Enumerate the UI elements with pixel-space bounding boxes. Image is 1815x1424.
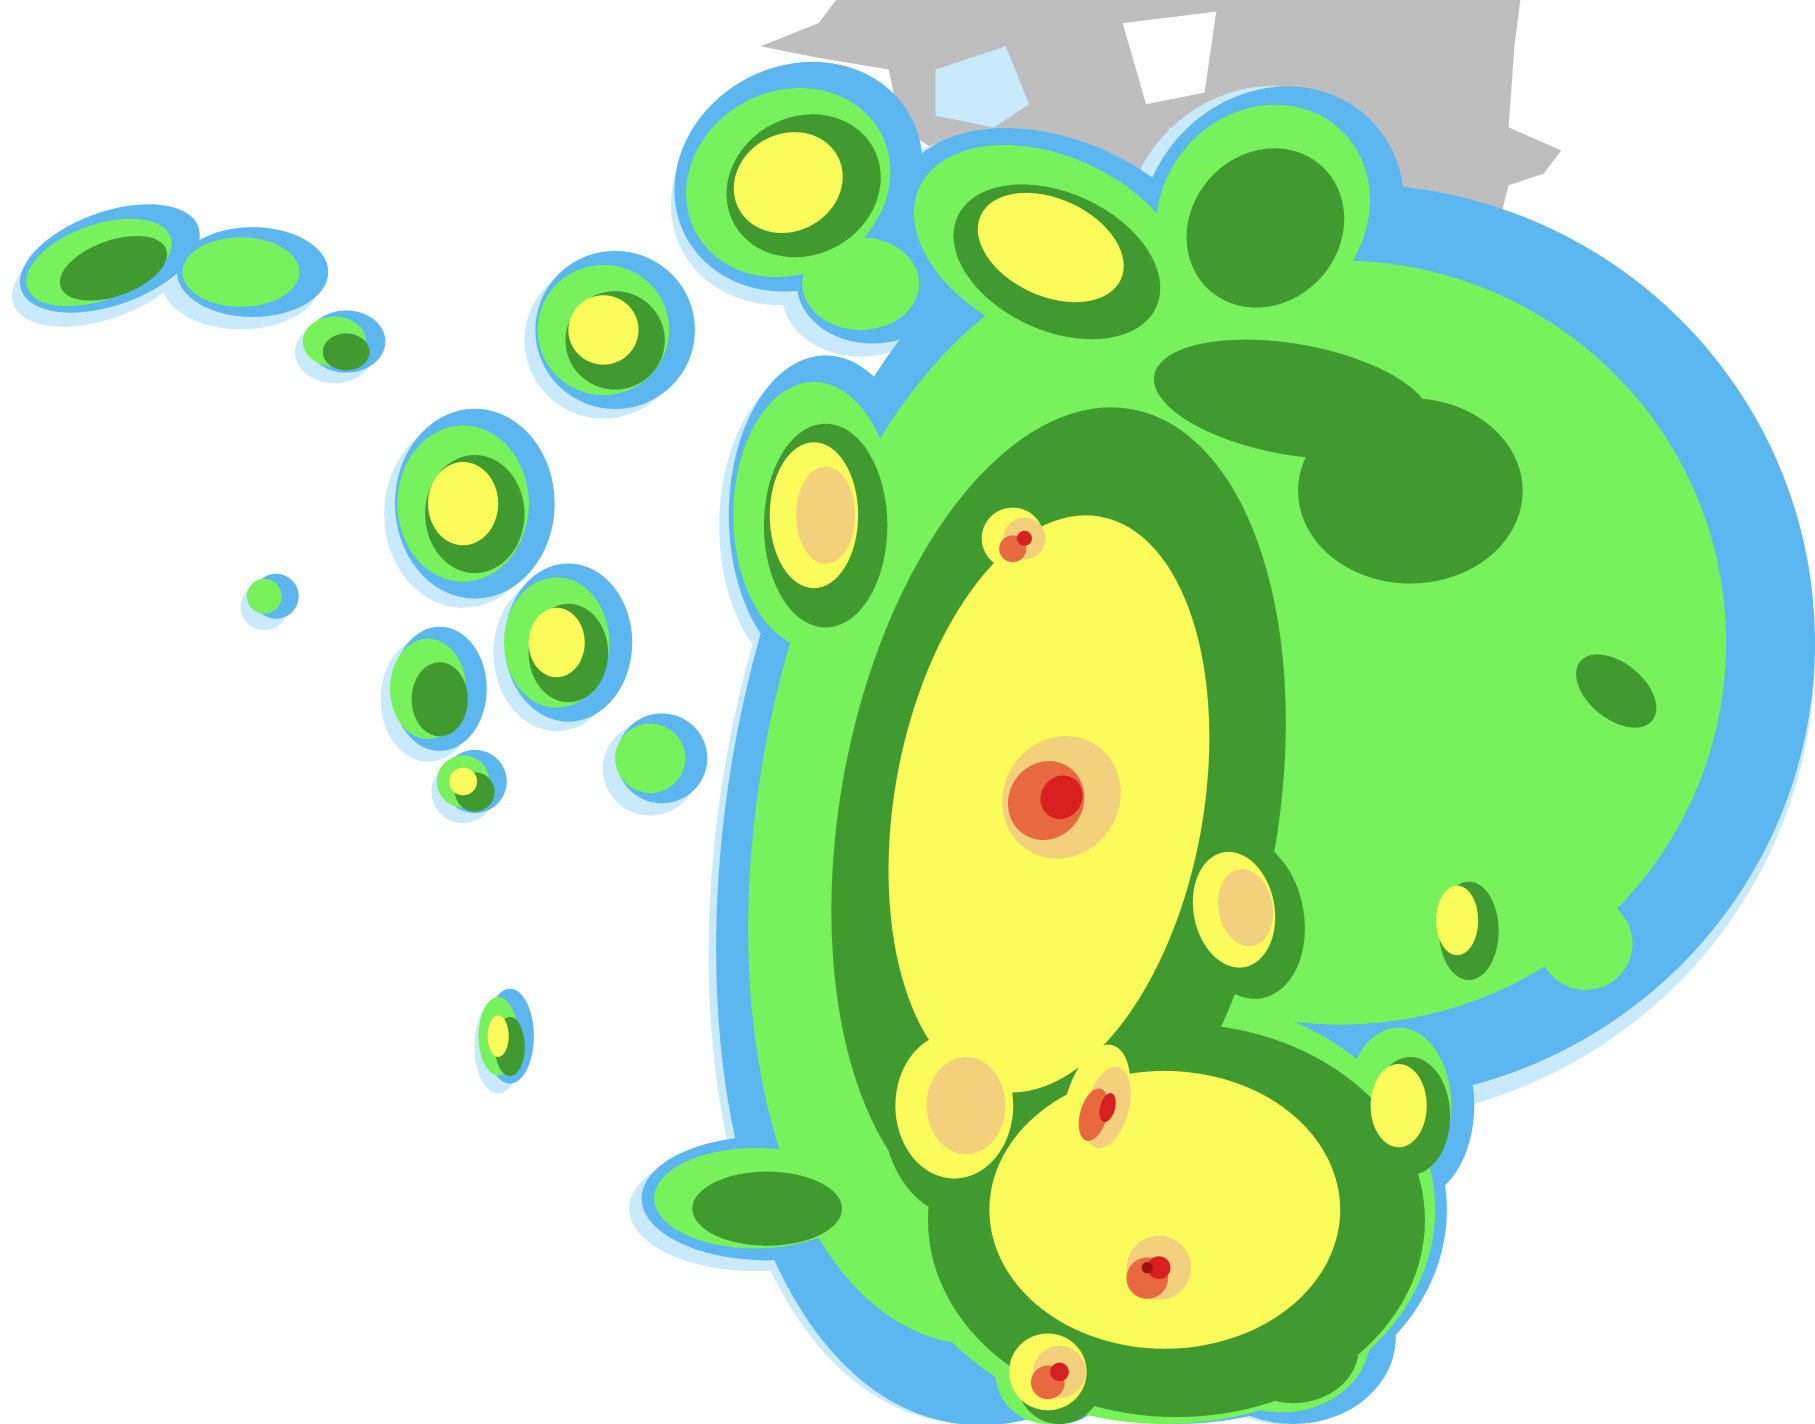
precip-cell (246, 578, 282, 614)
precip-cell (692, 1171, 843, 1246)
lake (1122, 11, 1217, 105)
precip-cell (796, 466, 856, 564)
precip-cell (1050, 1362, 1069, 1382)
precip-cell (568, 295, 639, 365)
precip-cell (449, 767, 478, 796)
precip-cell (926, 1057, 1006, 1155)
precip-cell (1576, 654, 1657, 728)
precip-cell (428, 461, 499, 546)
precip-cell (1078, 1088, 1109, 1141)
precip-cell (1153, 339, 1432, 460)
precip-cell (1186, 148, 1345, 308)
precip-cell (528, 607, 585, 678)
precip-cell (411, 662, 468, 737)
precip-intense (1016, 530, 1171, 1382)
precip-cell (1141, 1262, 1153, 1274)
precip-cell (59, 235, 168, 301)
precip-cell (487, 1015, 509, 1058)
precip-cell (1539, 897, 1633, 990)
precip-cell (1436, 885, 1479, 956)
precip-extreme (1141, 1262, 1153, 1274)
precip-cell (615, 723, 686, 794)
precip-cell (733, 132, 843, 233)
precip-cell (802, 237, 920, 330)
precip-cell (1016, 530, 1032, 546)
precip-cell (1218, 869, 1273, 947)
precip-cell (977, 192, 1124, 303)
precip-cell (322, 333, 370, 371)
precip-cell (1370, 1063, 1427, 1148)
inlet (935, 46, 1030, 128)
precip-cell (182, 237, 300, 307)
precip-cell (1040, 775, 1083, 820)
precip-cell (1099, 1093, 1116, 1123)
precip-cell (1147, 1256, 1171, 1280)
